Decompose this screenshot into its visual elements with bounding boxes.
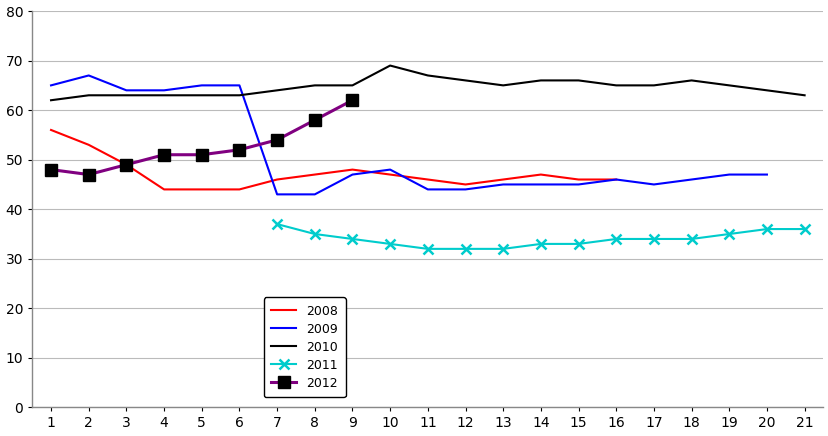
Legend: 2008, 2009, 2010, 2011, 2012: 2008, 2009, 2010, 2011, 2012 bbox=[263, 297, 345, 397]
